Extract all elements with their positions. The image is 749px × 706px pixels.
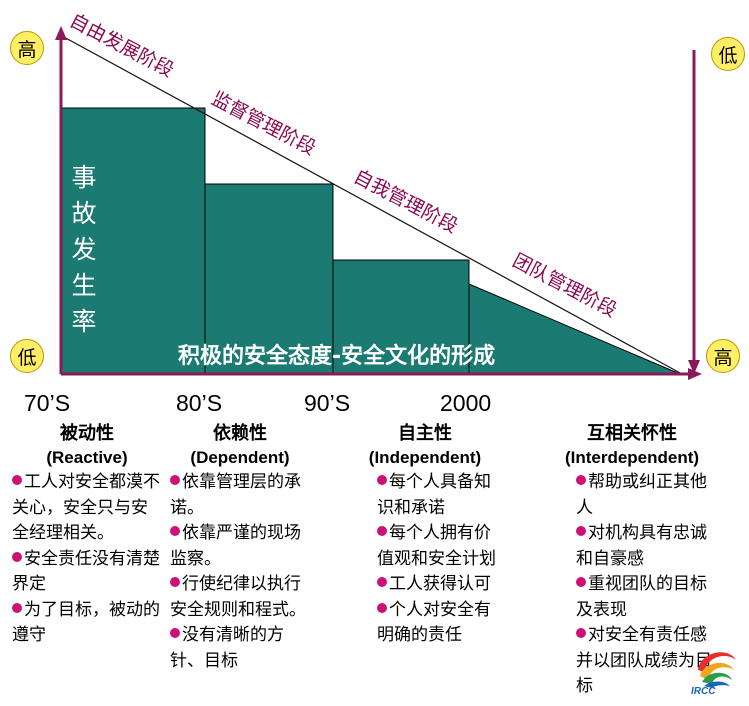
list-item: 为了目标，被动的遵守 [12,599,160,645]
era-90s: 90’S [304,390,351,416]
column-title: 依赖性 [213,423,267,444]
bullet-icon [576,577,586,587]
bullet-icon [576,628,586,638]
column-interdependent: 互相关怀性 (Interdependent) 帮助或纠正其他人 对机构具有忠诚和… [542,422,722,700]
bullet-icon [170,526,180,536]
trend-diagonal [61,35,683,375]
logo-text: IRCC [691,686,716,697]
bar-reactive [60,107,206,375]
column-subtitle: (Interdependent) [564,448,700,467]
bullet-icon [576,475,586,485]
left-high-marker: 高 [10,31,44,65]
column-independent: 自主性 (Independent) 每个人具备知识和承诺 每个人拥有价值观和安全… [345,422,505,649]
column-title: 被动性 [60,423,114,444]
list-item: 安全责任没有清楚界定 [12,548,160,594]
list-item: 没有清晰的方针、目标 [170,625,284,671]
ircc-logo-icon [698,652,736,688]
list-item: 对机构具有忠诚和自豪感 [576,523,707,569]
column-dependent: 依赖性 (Dependent) 依靠管理层的承诺。 依靠严谨的现场监察。 行使纪… [170,422,310,674]
bullet-icon [170,475,180,485]
list-item: 个人对安全有明确的责任 [377,599,491,645]
left-low-marker: 低 [10,339,44,373]
column-title: 互相关怀性 [587,423,677,444]
column-reactive: 被动性 (Reactive) 工人对安全都漠不关心，安全只与安全经理相关。 安全… [12,422,162,649]
bullet-icon [12,602,22,613]
bottom-axis-arrowhead [688,368,702,380]
era-80s: 80’S [176,390,223,416]
list-item: 工人获得认可 [377,572,505,598]
list-item: 工人对安全都漠不关心，安全只与安全经理相关。 [12,472,160,543]
bullet-icon [576,526,586,536]
list-item: 对安全有责任感并以团队成绩为目标 [576,625,712,696]
list-item: 依靠管理层的承诺。 [170,472,301,518]
bullet-icon [377,475,387,485]
bar-dependent [204,183,334,375]
column-title: 自主性 [398,423,452,444]
era-70s: 70’S [24,390,71,416]
bullet-icon [377,526,387,536]
bullet-icon [170,577,180,587]
bullet-icon [170,628,180,638]
bullet-icon [377,577,387,587]
right-high-marker: 高 [706,339,740,373]
column-subtitle: (Dependent) [190,448,290,467]
safety-culture-label: 积极的安全态度-安全文化的形成 [178,344,496,369]
column-subtitle: (Reactive) [46,448,128,467]
list-item: 帮助或纠正其他人 [576,472,707,518]
left-axis-arrowhead [55,26,67,40]
list-item: 行使纪律以执行安全规则和程式。 [170,574,306,620]
bullet-icon [12,551,22,562]
bullet-icon [12,475,22,485]
bar-independent [332,259,470,375]
right-axis-arrowhead [688,360,700,374]
bullet-icon [377,602,387,613]
right-low-marker: 低 [711,37,745,71]
column-subtitle: (Independent) [368,448,482,467]
list-item: 每个人具备知识和承诺 [377,472,491,518]
accident-rate-label: 事故发生率 [71,163,97,336]
list-item: 重视团队的目标及表现 [576,574,707,620]
list-item: 依靠严谨的现场监察。 [170,523,301,569]
era-2000: 2000 [440,390,492,416]
list-item: 每个人拥有价值观和安全计划 [377,523,496,569]
